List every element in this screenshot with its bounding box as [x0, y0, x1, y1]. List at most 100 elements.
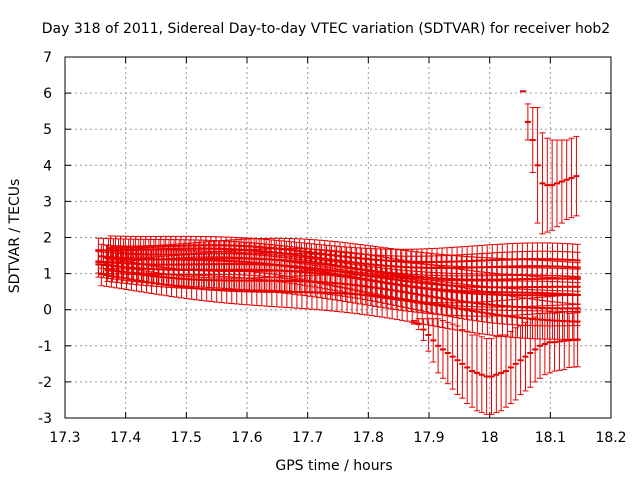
error-bar-point — [205, 270, 212, 290]
error-bar-point — [387, 274, 394, 305]
y-tick-label: 4 — [43, 158, 52, 174]
x-tick-labels: 17.3 17.4 17.5 17.6 17.7 17.8 17.9 18 18.1 18.2 — [49, 430, 626, 446]
error-bar-point — [559, 290, 566, 327]
error-bar-point — [212, 236, 219, 255]
y-tick-label: -2 — [38, 375, 52, 391]
chart-title: Day 318 of 2011, Sidereal Day-to-day VTE… — [42, 21, 610, 37]
error-bar-point — [104, 257, 111, 282]
error-bar-point — [103, 263, 110, 287]
error-bar-point — [513, 288, 520, 326]
error-bar-point — [397, 275, 404, 307]
error-bar-point — [172, 235, 179, 256]
error-bar-point — [367, 272, 374, 301]
y-tick-label: 5 — [43, 122, 52, 138]
error-bar-point — [424, 281, 431, 326]
error-bar-point — [326, 270, 333, 295]
error-bar-point — [218, 236, 225, 255]
x-tick-label: 18.1 — [535, 430, 566, 446]
error-bar-point — [266, 270, 273, 291]
error-bar-point — [493, 336, 500, 414]
error-bar-point — [288, 241, 295, 260]
error-bar-point — [512, 327, 519, 401]
error-bar-point — [503, 287, 510, 325]
error-bar-point — [357, 271, 364, 300]
x-tick-label: 17.5 — [171, 430, 202, 446]
error-bar-point — [541, 312, 548, 376]
error-bar-point — [423, 248, 430, 276]
error-bar-point — [378, 248, 385, 273]
error-bar-point — [108, 264, 115, 288]
error-bar-point — [278, 240, 285, 258]
error-bar-point — [273, 254, 280, 276]
error-bar-point — [215, 270, 222, 290]
error-bar-point — [413, 248, 420, 276]
error-bar-point — [443, 281, 450, 317]
error-bar-point — [449, 323, 456, 390]
error-bar-point — [235, 271, 242, 291]
error-bar-point — [358, 247, 365, 270]
error-bar-point — [271, 270, 278, 291]
error-bar-point — [162, 235, 169, 257]
error-bar-point — [117, 235, 124, 261]
error-bar-point — [483, 286, 490, 323]
error-bar-point — [504, 295, 511, 338]
error-bar-point — [291, 270, 298, 292]
error-bar-point — [109, 258, 116, 283]
error-bar-point — [331, 270, 338, 296]
error-bar-point — [473, 285, 480, 322]
error-bar-point — [458, 283, 465, 319]
error-bar-point — [478, 285, 485, 323]
error-bar-point — [298, 242, 305, 261]
error-bar-point — [228, 236, 235, 255]
x-tick-label: 17.8 — [353, 430, 384, 446]
error-bar-point — [418, 248, 425, 276]
error-bar-point — [503, 334, 510, 408]
error-bar-point — [296, 270, 303, 293]
error-bar-point — [499, 243, 506, 276]
error-bar-point — [210, 270, 217, 290]
error-bar-point — [509, 243, 516, 276]
error-bar-point — [454, 246, 461, 277]
error-bar-point — [157, 235, 164, 258]
error-bar-point — [529, 242, 536, 276]
error-bar-point — [316, 270, 323, 294]
error-bar-point — [268, 239, 275, 257]
error-bar-point — [185, 269, 192, 289]
error-bar-point — [508, 288, 515, 326]
error-bar-point — [420, 318, 427, 341]
error-bar-point — [498, 287, 505, 325]
error-bar-point — [453, 282, 460, 319]
error-bar-point — [113, 265, 120, 289]
error-bar-point — [144, 264, 151, 287]
y-tick-labels: -3 -2 -1 0 1 2 3 4 5 6 7 — [38, 50, 52, 427]
x-tick-label: 17.7 — [292, 430, 323, 446]
error-bar-point — [434, 282, 441, 328]
error-bar-point — [439, 320, 446, 379]
error-bar-point — [564, 243, 571, 277]
x-tick-label: 17.4 — [110, 430, 141, 446]
error-bar-point — [388, 248, 395, 274]
error-bar-point — [220, 270, 227, 291]
error-bar-point — [474, 289, 481, 334]
y-tick-label: 7 — [43, 50, 52, 66]
error-bar-point — [372, 273, 379, 302]
error-bar-point — [368, 248, 375, 271]
error-bar-point — [127, 235, 134, 260]
error-bar-point — [554, 242, 561, 277]
error-bar-point — [138, 269, 145, 293]
error-bar-point — [258, 238, 265, 256]
error-bar-point — [177, 235, 184, 256]
error-bar-point — [469, 288, 476, 333]
error-bar-point — [519, 242, 526, 276]
error-bar-point — [519, 288, 526, 326]
error-bar-point — [286, 270, 293, 292]
error-bar-point — [301, 270, 308, 293]
error-bar-point — [498, 334, 505, 412]
error-bar-point — [403, 248, 410, 275]
error-bar-point — [449, 246, 456, 277]
error-bar-point — [479, 290, 486, 335]
error-bar-point — [190, 269, 197, 290]
error-bar-point — [337, 270, 344, 297]
error-bar-point — [574, 312, 581, 368]
error-bar-point — [484, 244, 491, 277]
